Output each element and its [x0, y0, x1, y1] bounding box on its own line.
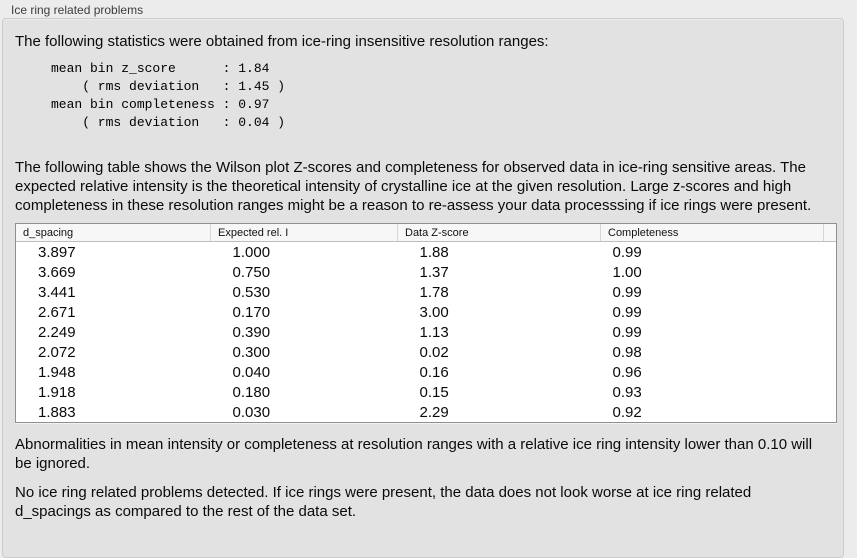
table-cell-filler [824, 342, 837, 362]
table-row[interactable]: 3.441 0.530 1.78 0.99 [16, 282, 836, 302]
statistics-block: mean bin z_score : 1.84 ( rms deviation … [51, 61, 286, 130]
table-cell: 0.16 [419, 363, 449, 381]
column-header-completeness[interactable]: Completeness [600, 224, 824, 242]
table-cell-filler [824, 242, 837, 263]
table-cell: 1.000 [232, 243, 271, 261]
table-cell: 0.170 [232, 303, 271, 321]
table-cell: 0.180 [232, 383, 271, 401]
table-cell: 0.390 [232, 323, 271, 341]
table-cell: 0.750 [232, 263, 271, 281]
table-cell: 0.99 [612, 323, 642, 341]
table-cell: 0.300 [232, 343, 271, 361]
table-cell-filler [824, 362, 837, 382]
table-cell: 3.897 [38, 243, 76, 261]
table-cell: 3.441 [38, 283, 76, 301]
table-row[interactable]: 2.671 0.170 3.00 0.99 [16, 302, 836, 322]
table-cell: 2.29 [419, 403, 449, 421]
table-cell: 2.072 [38, 343, 76, 361]
table-cell: 0.93 [612, 383, 642, 401]
table-cell: 0.99 [612, 303, 642, 321]
table-row[interactable]: 1.918 0.180 0.15 0.93 [16, 382, 836, 402]
table-row[interactable]: 3.669 0.750 1.37 1.00 [16, 262, 836, 282]
table-header: d_spacing Expected rel. I Data Z-score Comp… [16, 224, 836, 242]
table-cell: 3.669 [38, 263, 76, 281]
table-cell-filler [824, 402, 837, 422]
table-row[interactable]: 3.897 1.000 1.88 0.99 [16, 242, 836, 263]
table-cell: 1.948 [38, 363, 76, 381]
conclusion-paragraph: No ice ring related problems detected. I… [15, 484, 752, 520]
ice-ring-panel: The following statistics were obtained f… [2, 18, 844, 558]
table-cell: 0.02 [419, 343, 449, 361]
table-cell: 0.530 [232, 283, 271, 301]
column-header-d-spacing[interactable]: d_spacing [16, 224, 211, 242]
table-cell: 0.98 [612, 343, 642, 361]
table-cell: 0.040 [232, 363, 271, 381]
table-row[interactable]: 2.072 0.300 0.02 0.98 [16, 342, 836, 362]
table-cell: 0.15 [419, 383, 449, 401]
table-cell: 1.88 [419, 243, 449, 261]
ice-ring-table: d_spacing Expected rel. I Data Z-score Comp… [15, 223, 837, 423]
intro-paragraph: The following statistics were obtained f… [15, 33, 549, 50]
table-cell: 1.918 [38, 383, 76, 401]
table-cell-filler [824, 282, 837, 302]
table-cell: 0.92 [612, 403, 642, 421]
table-cell: 0.030 [232, 403, 271, 421]
table-cell: 0.96 [612, 363, 642, 381]
table-cell: 0.99 [612, 283, 642, 301]
table-cell-filler [824, 322, 837, 342]
table-row[interactable]: 1.883 0.030 2.29 0.92 [16, 402, 836, 422]
table-row[interactable]: 2.249 0.390 1.13 0.99 [16, 322, 836, 342]
table-cell: 0.99 [612, 243, 642, 261]
table-description-paragraph: The following table shows the Wilson plo… [15, 159, 812, 214]
ignore-threshold-paragraph: Abnormalities in mean intensity or compl… [15, 436, 813, 472]
table-cell: 3.00 [419, 303, 449, 321]
table-row[interactable]: 1.948 0.040 0.16 0.96 [16, 362, 836, 382]
table-cell-filler [824, 302, 837, 322]
table-cell: 1.78 [419, 283, 449, 301]
column-header-expected-rel-i[interactable]: Expected rel. I [210, 224, 398, 242]
table-cell-filler [824, 262, 837, 282]
table-cell: 1.37 [419, 263, 449, 281]
groupbox-title: Ice ring related problems [11, 3, 144, 17]
table-cell: 1.883 [38, 403, 76, 421]
table-cell: 2.249 [38, 323, 76, 341]
table-cell: 1.00 [612, 263, 642, 281]
table-cell-filler [824, 382, 837, 402]
table-cell: 1.13 [419, 323, 449, 341]
column-header-data-z-score[interactable]: Data Z-score [397, 224, 601, 242]
table-cell: 2.671 [38, 303, 76, 321]
column-header-filler [823, 224, 836, 242]
